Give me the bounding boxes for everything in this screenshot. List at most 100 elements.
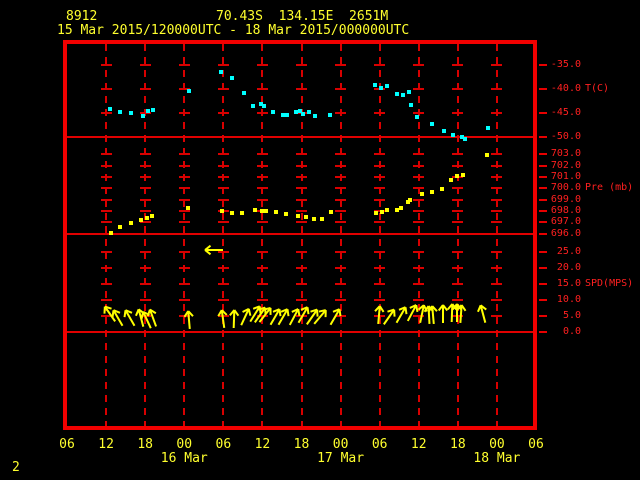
time-gridline [261, 44, 264, 426]
pressure-point [240, 211, 245, 216]
y-axis-label: 20.0 [556, 262, 581, 274]
y-axis-tick [539, 232, 547, 235]
temperature-point [300, 112, 305, 117]
gridline-tick [217, 267, 229, 270]
pressure-point [259, 209, 264, 213]
x-axis-date-label: 17 Mar [317, 451, 365, 466]
temperature-point [145, 108, 150, 113]
gridline-tick [139, 299, 151, 302]
gridline-tick [217, 198, 229, 201]
gridline-tick [256, 251, 268, 254]
gridline-tick [413, 164, 425, 167]
pressure-point [186, 205, 191, 210]
pressure-point [408, 197, 413, 202]
gridline-tick [100, 175, 112, 178]
pressure-point [439, 187, 444, 192]
temperature-point [373, 82, 378, 87]
gridline-tick [374, 283, 386, 286]
temperature-point [270, 109, 275, 114]
station-position: 70.43S 134.15E 2651M [216, 9, 389, 24]
panel-separator [67, 232, 533, 235]
gridline-tick [100, 299, 112, 302]
gridline-tick [491, 153, 503, 156]
y-axis-tick [539, 112, 547, 115]
pressure-point [455, 173, 460, 178]
gridline-tick [178, 112, 190, 115]
gridline-tick [139, 210, 151, 212]
temperature-point [378, 85, 383, 90]
y-axis-tick [539, 330, 547, 333]
gridline-tick [296, 267, 307, 270]
time-gridline [495, 44, 498, 426]
gridline-tick [335, 153, 347, 156]
gridline-tick [256, 175, 268, 178]
y-axis-label: 700.0 [550, 182, 581, 194]
temperature-point [460, 134, 465, 139]
gridline-tick [100, 283, 112, 286]
gridline-tick [452, 87, 464, 90]
gridline-tick [491, 283, 503, 286]
gridline-tick [217, 283, 229, 286]
y-axis-tick [539, 175, 547, 178]
gridline-tick [139, 153, 151, 156]
wind-arrow-shaft [441, 305, 444, 324]
gridline-tick [178, 221, 190, 224]
gridline-tick [296, 221, 307, 224]
y-axis-tick [539, 283, 547, 286]
y-axis-tick [539, 87, 547, 90]
gridline-tick [256, 299, 268, 302]
y-axis-unit-label: SPD(MPS) [585, 278, 634, 290]
x-axis-date-label: 18 Mar [473, 451, 521, 466]
y-axis-label: 701.0 [550, 170, 581, 182]
y-axis-label: 0.0 [562, 325, 581, 337]
gridline-tick [452, 267, 464, 270]
pressure-point [420, 191, 424, 196]
gridline-tick [335, 87, 347, 90]
temperature-point [328, 113, 333, 118]
x-axis-date-label: 16 Mar [160, 451, 208, 466]
x-axis-label: 06 [59, 437, 75, 452]
gridline-tick [217, 175, 229, 178]
y-axis-label: 702.0 [550, 159, 581, 171]
x-axis-label: 18 [293, 437, 310, 452]
temperature-point [107, 107, 112, 112]
time-gridline [105, 44, 108, 426]
gridline-tick [296, 210, 307, 212]
gridline-tick [178, 251, 190, 254]
temperature-point [385, 84, 390, 89]
pressure-point [461, 172, 466, 177]
x-axis-label: 12 [98, 437, 114, 452]
gridline-tick [491, 251, 503, 254]
gridline-tick [335, 251, 347, 254]
pressure-point [108, 230, 113, 235]
gridline-tick [178, 164, 190, 167]
gridline-tick [452, 187, 464, 190]
time-gridline [300, 44, 303, 426]
gridline-tick [374, 164, 386, 167]
gridline-tick [217, 87, 229, 90]
gridline-tick [374, 112, 386, 115]
gridline-tick [256, 198, 268, 201]
y-axis-label: 698.0 [550, 205, 581, 216]
gridline-tick [178, 87, 190, 90]
gridline-tick [491, 112, 503, 115]
y-axis-label: 697.0 [550, 216, 581, 228]
temperature-point [485, 126, 490, 131]
gridline-tick [491, 164, 503, 167]
y-axis-tick [539, 198, 547, 201]
gridline-tick [491, 63, 503, 66]
y-axis-unit-label: T(C) [585, 82, 610, 94]
gridline-tick [178, 153, 190, 156]
y-axis-label: 10.0 [556, 294, 581, 306]
pressure-point [311, 216, 316, 221]
temperature-point [117, 109, 122, 114]
temperature-point [242, 90, 247, 95]
gridline-tick [413, 87, 425, 90]
pressure-point [405, 199, 410, 204]
gridline-tick [413, 251, 425, 254]
y-axis-tick [539, 164, 547, 167]
gridline-tick [178, 63, 190, 66]
station-id: 8912 [66, 9, 98, 24]
gridline-tick [335, 164, 347, 167]
gridline-tick [100, 112, 112, 115]
